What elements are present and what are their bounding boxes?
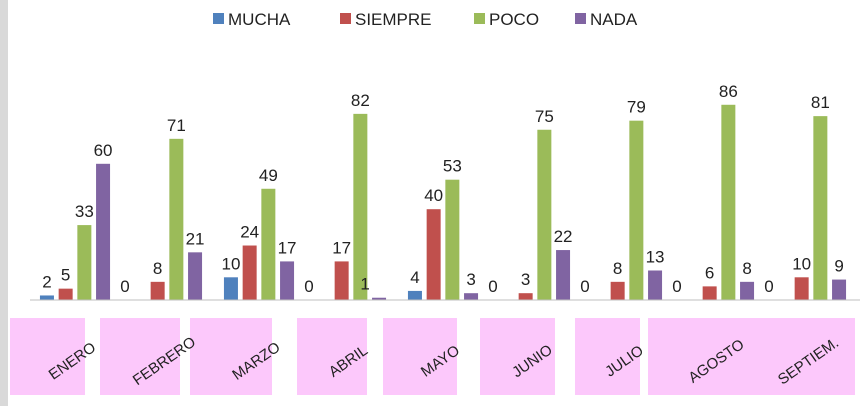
- data-label: 79: [627, 98, 646, 117]
- legend-swatch: [474, 13, 485, 24]
- left-edge: [0, 0, 8, 406]
- data-label: 53: [443, 157, 462, 176]
- bar: [261, 188, 276, 300]
- data-label: 8: [153, 259, 162, 278]
- bar: [721, 104, 736, 300]
- data-label: 9: [834, 257, 843, 276]
- bar: [169, 138, 184, 300]
- data-label: 0: [120, 277, 129, 296]
- data-label: 0: [764, 277, 773, 296]
- data-label: 75: [535, 107, 554, 126]
- data-label: 0: [304, 277, 313, 296]
- bar: [407, 290, 422, 300]
- bar: [445, 179, 460, 300]
- data-label: 33: [75, 202, 94, 221]
- data-label: 49: [259, 166, 278, 185]
- category-box: [297, 318, 367, 395]
- category-box: [383, 318, 457, 395]
- data-label: 13: [646, 247, 665, 266]
- bar: [96, 163, 111, 300]
- category-box: [190, 318, 272, 395]
- bar: [556, 250, 571, 300]
- data-label: 17: [332, 238, 351, 257]
- bar: [794, 277, 809, 300]
- legend-label: MUCHA: [228, 10, 291, 29]
- data-label: 71: [167, 116, 186, 135]
- category-box: [10, 318, 85, 395]
- bar: [334, 261, 349, 300]
- bar: [223, 277, 238, 300]
- bar: [813, 116, 828, 300]
- bar: [353, 113, 368, 300]
- category-box: [100, 318, 180, 395]
- data-label: 82: [351, 91, 370, 110]
- data-label: 4: [410, 268, 419, 287]
- data-label: 21: [186, 229, 205, 248]
- bar: [537, 129, 552, 300]
- data-label: 10: [221, 254, 240, 273]
- data-label: 40: [424, 186, 443, 205]
- bar: [242, 245, 257, 300]
- bar: [610, 281, 625, 300]
- bar: [77, 225, 92, 300]
- legend-label: SIEMPRE: [355, 10, 432, 29]
- data-label: 81: [811, 93, 830, 112]
- data-label: 3: [466, 270, 475, 289]
- data-label: 3: [521, 270, 530, 289]
- data-label: 17: [278, 238, 297, 257]
- bar: [629, 120, 644, 300]
- data-label: 60: [94, 141, 113, 160]
- data-label: 24: [240, 223, 259, 242]
- data-label: 2: [42, 272, 51, 291]
- category-box: [480, 318, 555, 395]
- legend-label: NADA: [590, 10, 638, 29]
- bar: [426, 209, 441, 300]
- data-label: 5: [61, 266, 70, 285]
- bar: [518, 293, 533, 300]
- bar: [188, 252, 203, 300]
- bar: [740, 281, 755, 300]
- bar: [832, 279, 847, 300]
- data-label: 22: [554, 227, 573, 246]
- data-label: 10: [792, 254, 811, 273]
- bar: [150, 281, 165, 300]
- bar: [39, 295, 54, 300]
- data-label: 8: [742, 259, 751, 278]
- legend-label: POCO: [489, 10, 539, 29]
- category-box: [575, 318, 640, 395]
- data-label: 1: [360, 275, 369, 294]
- data-label: 0: [580, 277, 589, 296]
- bar: [58, 288, 73, 300]
- legend-swatch: [213, 13, 224, 24]
- category-box: [740, 318, 855, 395]
- bar: [372, 297, 387, 300]
- bar: [464, 293, 479, 300]
- data-label: 6: [705, 263, 714, 282]
- data-label: 0: [672, 277, 681, 296]
- data-label: 0: [488, 277, 497, 296]
- bar: [648, 270, 663, 300]
- legend-swatch: [575, 13, 586, 24]
- legend-swatch: [340, 13, 351, 24]
- bar: [702, 286, 717, 300]
- category-box: [648, 318, 740, 395]
- data-label: 8: [613, 259, 622, 278]
- bar: [280, 261, 295, 300]
- data-label: 86: [719, 82, 738, 101]
